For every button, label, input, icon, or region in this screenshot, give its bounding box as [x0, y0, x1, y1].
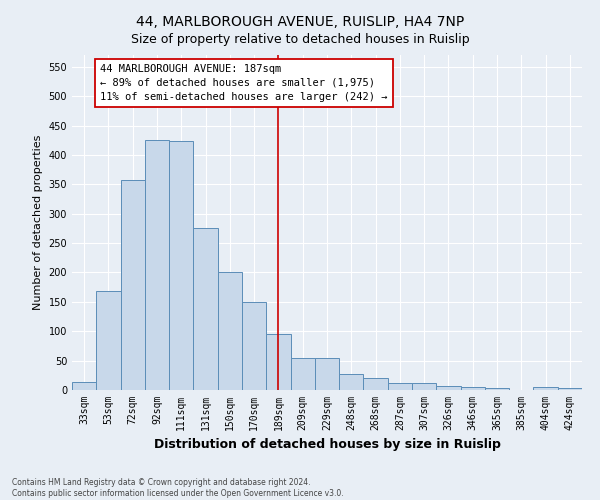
Bar [485, 388, 509, 390]
Text: Contains HM Land Registry data © Crown copyright and database right 2024.
Contai: Contains HM Land Registry data © Crown c… [12, 478, 344, 498]
Text: 44 MARLBOROUGH AVENUE: 187sqm
← 89% of detached houses are smaller (1,975)
11% o: 44 MARLBOROUGH AVENUE: 187sqm ← 89% of d… [100, 64, 388, 102]
Bar [193, 228, 218, 390]
Bar [72, 382, 96, 390]
Bar [242, 302, 266, 390]
Bar [218, 272, 242, 390]
Bar [145, 140, 169, 390]
Bar [96, 292, 121, 390]
Bar [315, 358, 339, 390]
Bar [412, 383, 436, 390]
Bar [388, 383, 412, 390]
Bar [364, 378, 388, 390]
Bar [121, 180, 145, 390]
X-axis label: Distribution of detached houses by size in Ruislip: Distribution of detached houses by size … [154, 438, 500, 452]
Bar [290, 358, 315, 390]
Bar [461, 387, 485, 390]
Bar [266, 334, 290, 390]
Text: Size of property relative to detached houses in Ruislip: Size of property relative to detached ho… [131, 32, 469, 46]
Bar [436, 386, 461, 390]
Bar [169, 141, 193, 390]
Bar [533, 387, 558, 390]
Bar [339, 374, 364, 390]
Y-axis label: Number of detached properties: Number of detached properties [33, 135, 43, 310]
Text: 44, MARLBOROUGH AVENUE, RUISLIP, HA4 7NP: 44, MARLBOROUGH AVENUE, RUISLIP, HA4 7NP [136, 15, 464, 29]
Bar [558, 388, 582, 390]
